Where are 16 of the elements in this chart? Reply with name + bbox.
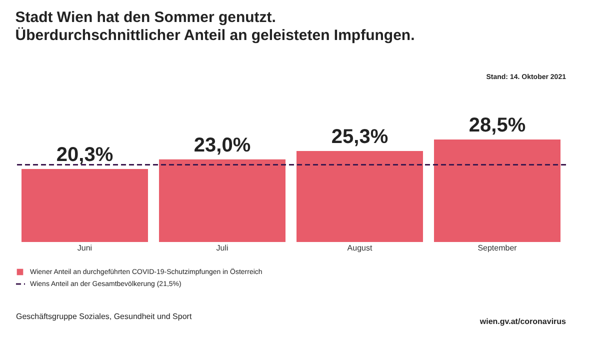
bar [22,169,148,242]
chart-subtitle: Überdurchschnittlicher Anteil an geleisteten Impfungen. [15,27,415,44]
data-label: 28,5% [468,114,526,137]
data-label: 25,3% [331,126,388,148]
data-label: 23,0% [194,134,251,156]
x-tick-label: September [478,244,518,252]
x-tick-label: August [347,244,373,252]
data-label: 20,3% [56,144,114,166]
x-tick-label: Juli [216,244,228,252]
chart-title: Stadt Wien hat den Sommer genutzt. [15,9,276,26]
bar [159,159,286,242]
text: Geschäftsgruppe Soziales, Gesundheit und Sport [16,312,192,321]
text: wien.gv.at/coronavirus [478,317,567,326]
bar [296,151,423,242]
bar [434,140,560,242]
x-tick-label: Juni [77,244,92,252]
